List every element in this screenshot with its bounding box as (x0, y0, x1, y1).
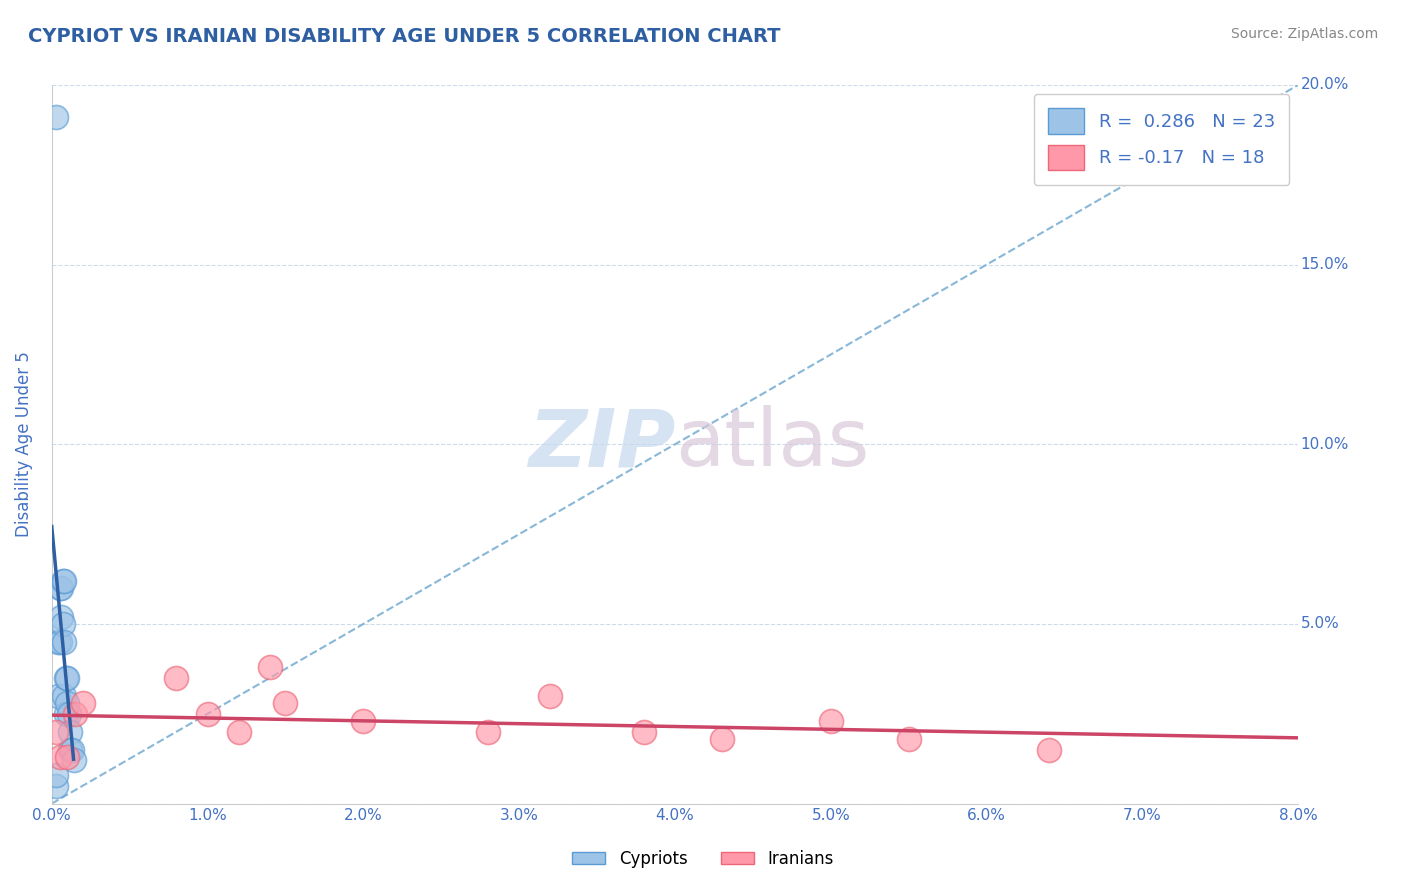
Point (477, 724, 499, 739)
Legend: R =  0.286   N = 23, R = -0.17   N = 18: R = 0.286 N = 23, R = -0.17 N = 18 (1033, 94, 1289, 185)
Point (53, 635, 76, 649)
Text: 15.0%: 15.0% (1301, 257, 1350, 272)
Point (633, 724, 655, 739)
Text: Source: ZipAtlas.com: Source: ZipAtlas.com (1230, 27, 1378, 41)
Text: 10.0%: 10.0% (1301, 437, 1350, 451)
Point (45, 779, 67, 793)
Point (45, 768, 67, 782)
Point (59, 724, 82, 739)
Point (55, 671, 77, 685)
Point (48, 581, 70, 595)
Point (53, 689, 76, 703)
Point (352, 714, 374, 728)
Point (197, 706, 219, 721)
Point (49, 609, 72, 624)
Point (53, 574, 76, 588)
Point (48, 635, 70, 649)
Point (52, 574, 75, 588)
Point (820, 714, 842, 728)
Text: CYPRIOT VS IRANIAN DISABILITY AGE UNDER 5 CORRELATION CHART: CYPRIOT VS IRANIAN DISABILITY AGE UNDER … (28, 27, 780, 45)
Point (897, 731, 920, 746)
Point (710, 731, 733, 746)
Point (45, 724, 67, 739)
Point (538, 689, 561, 703)
Point (48, 750, 70, 764)
Text: atlas: atlas (675, 405, 869, 483)
Point (228, 724, 250, 739)
Point (56, 696, 79, 710)
Point (274, 696, 297, 710)
Point (46, 689, 69, 703)
Point (49, 581, 72, 595)
Point (59, 742, 82, 756)
Point (46, 635, 69, 649)
Point (52, 616, 75, 631)
Text: 20.0%: 20.0% (1301, 78, 1350, 93)
Point (56, 750, 79, 764)
Point (58, 706, 80, 721)
Point (165, 671, 187, 685)
Point (72, 696, 94, 710)
Y-axis label: Disability Age Under 5: Disability Age Under 5 (15, 351, 32, 537)
Text: 5.0%: 5.0% (1301, 616, 1340, 632)
Point (1038, 742, 1060, 756)
Legend: Cypriots, Iranians: Cypriots, Iranians (565, 844, 841, 875)
Point (63, 706, 86, 721)
Point (45, 110, 67, 124)
Point (56, 671, 79, 685)
Point (55, 706, 77, 721)
Text: ZIP: ZIP (527, 405, 675, 483)
Point (62, 754, 84, 768)
Point (60, 742, 83, 756)
Point (259, 660, 281, 674)
